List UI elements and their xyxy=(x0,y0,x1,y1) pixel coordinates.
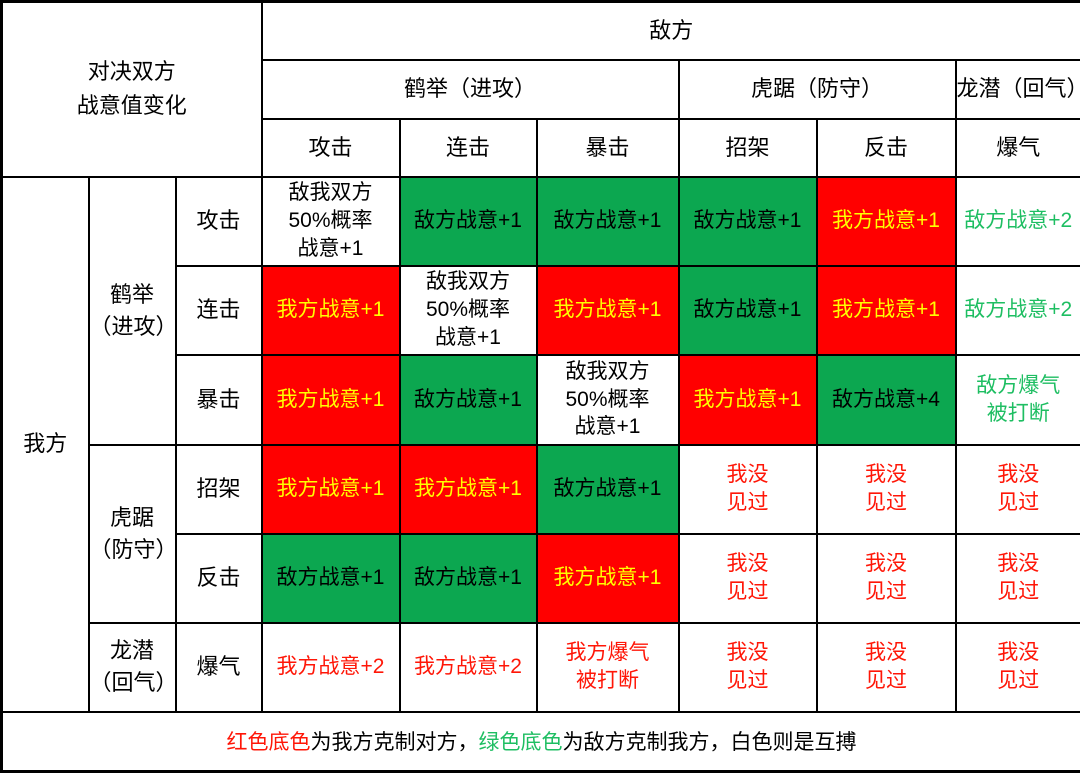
matchup-cell: 敌方战意+2 xyxy=(956,266,1080,355)
ally-row-critical: 暴击 xyxy=(176,355,262,445)
legend-red-label: 红色底色 xyxy=(227,731,311,754)
matchup-cell: 我没 见过 xyxy=(817,623,956,712)
matchup-cell: 我方战意+1 xyxy=(400,445,537,534)
matchup-cell: 敌方战意+1 xyxy=(400,355,537,445)
matchup-cell: 我方战意+1 xyxy=(679,355,817,445)
matchup-cell: 我方战意+1 xyxy=(817,266,956,355)
legend: 红色底色为我方克制对方，绿色底色为敌方克制我方，白色则是互搏 xyxy=(2,712,1080,772)
legend-green-meaning: 为敌方克制我方，白色则是互搏 xyxy=(563,731,857,754)
matchup-cell: 我没 见过 xyxy=(679,623,817,712)
matchup-cell: 敌方战意+1 xyxy=(262,534,400,623)
matchup-cell: 我方战意+2 xyxy=(262,623,400,712)
matchup-cell: 我没 见过 xyxy=(817,534,956,623)
ally-group-tiger: 虎踞 （防守） xyxy=(89,445,176,623)
enemy-group-tiger: 虎踞（防守） xyxy=(679,60,956,119)
matchup-cell: 我没 见过 xyxy=(956,623,1080,712)
matchup-cell: 敌方战意+1 xyxy=(537,177,679,266)
matchup-cell: 敌方战意+2 xyxy=(956,177,1080,266)
enemy-group-crane: 鹤举（进攻） xyxy=(262,60,679,119)
matchup-cell: 敌方战意+1 xyxy=(400,177,537,266)
matchup-cell: 敌方战意+4 xyxy=(817,355,956,445)
matchup-cell: 我方战意+1 xyxy=(262,445,400,534)
matchup-cell: 我方战意+1 xyxy=(537,534,679,623)
ally-row-counter: 反击 xyxy=(176,534,262,623)
legend-red-meaning: 为我方克制对方， xyxy=(311,731,479,754)
enemy-col-critical: 暴击 xyxy=(537,119,679,177)
matchup-cell: 敌我双方 50%概率 战意+1 xyxy=(262,177,400,266)
matchup-cell: 我方战意+1 xyxy=(262,355,400,445)
matchup-cell: 敌方爆气 被打断 xyxy=(956,355,1080,445)
ally-row-attack: 攻击 xyxy=(176,177,262,266)
matchup-cell: 敌方战意+1 xyxy=(679,266,817,355)
ally-group-crane: 鹤举 （进攻） xyxy=(89,177,176,445)
matchup-cell: 我没 见过 xyxy=(956,445,1080,534)
matchup-cell: 我没 见过 xyxy=(679,445,817,534)
matchup-cell: 我方爆气 被打断 xyxy=(537,623,679,712)
matchup-cell: 我方战意+1 xyxy=(262,266,400,355)
matchup-cell: 我方战意+2 xyxy=(400,623,537,712)
matchup-cell: 敌方战意+1 xyxy=(537,445,679,534)
ally-axis-header: 我方 xyxy=(2,177,89,712)
matchup-cell: 我方战意+1 xyxy=(817,177,956,266)
matchup-cell: 敌方战意+1 xyxy=(679,177,817,266)
enemy-col-burst: 爆气 xyxy=(956,119,1080,177)
ally-row-combo: 连击 xyxy=(176,266,262,355)
matchup-cell: 敌我双方 50%概率 战意+1 xyxy=(537,355,679,445)
enemy-col-counter: 反击 xyxy=(817,119,956,177)
enemy-axis-header: 敌方 xyxy=(262,2,1080,60)
matchup-cell: 我方战意+1 xyxy=(537,266,679,355)
ally-group-dragon: 龙潜 （回气） xyxy=(89,623,176,712)
ally-row-burst: 爆气 xyxy=(176,623,262,712)
corner-title: 对决双方 战意值变化 xyxy=(2,2,262,177)
enemy-col-parry: 招架 xyxy=(679,119,817,177)
enemy-col-attack: 攻击 xyxy=(262,119,400,177)
matchup-cell: 我没 见过 xyxy=(817,445,956,534)
matchup-cell: 敌我双方 50%概率 战意+1 xyxy=(400,266,537,355)
legend-green-label: 绿色底色 xyxy=(479,731,563,754)
matchup-cell: 我没 见过 xyxy=(956,534,1080,623)
matchup-cell: 敌方战意+1 xyxy=(400,534,537,623)
enemy-group-dragon: 龙潜（回气） xyxy=(956,60,1080,119)
ally-row-parry: 招架 xyxy=(176,445,262,534)
matchup-cell: 我没 见过 xyxy=(679,534,817,623)
enemy-col-combo: 连击 xyxy=(400,119,537,177)
